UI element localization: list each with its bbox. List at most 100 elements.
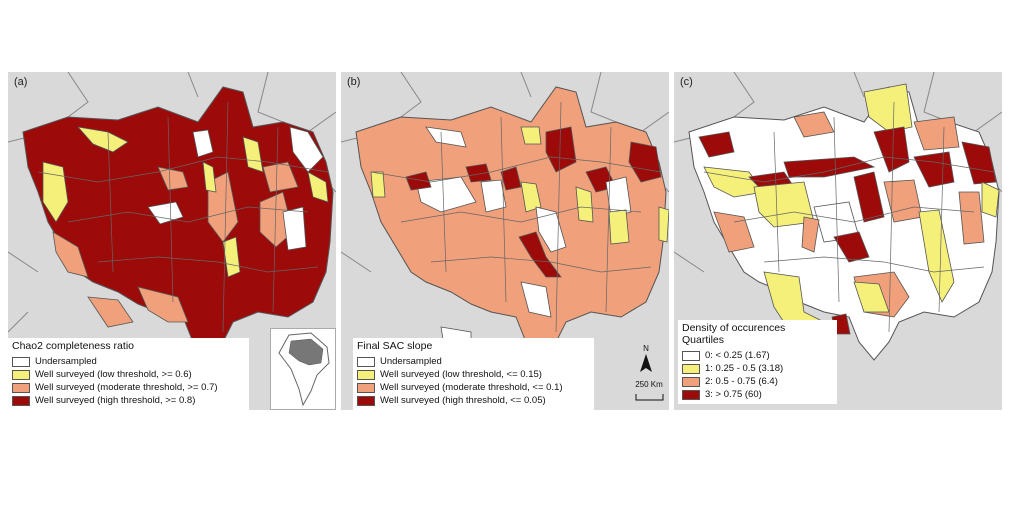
legend-row: Well surveyed (low threshold, >= 0.6) [12, 368, 244, 381]
legend-c: Density of occurences Quartiles 0: < 0.25… [678, 320, 837, 405]
swatch-low [12, 369, 30, 380]
subbasin [520, 181, 542, 213]
panel-a: (a) Chao2 completeness ratio Undersample… [8, 72, 336, 410]
panel-label: (b) [347, 76, 361, 88]
subbasin [289, 126, 324, 173]
subbasin [545, 126, 577, 173]
subbasin [753, 181, 815, 228]
legend-row: Well surveyed (low threshold, <= 0.15) [357, 368, 589, 381]
legend-b: Final SAC slope Undersampled Well survey… [353, 338, 594, 410]
map-b [341, 72, 669, 401]
map-c [674, 72, 1002, 361]
legend-title: Density of occurences Quartiles [682, 322, 832, 346]
swatch-q0 [682, 350, 700, 361]
legend-title: Chao2 completeness ratio [12, 340, 134, 352]
legend-row: Well surveyed (high threshold, <= 0.05) [357, 394, 589, 407]
swatch-q1 [682, 363, 700, 374]
subbasin [520, 126, 542, 145]
panel-c: (c) Density of occurences Quartiles 0: < … [674, 72, 1002, 410]
scale-bar [635, 394, 664, 401]
subbasin [853, 281, 890, 313]
legend-subtitle: Quartiles [682, 334, 725, 347]
subbasin [192, 129, 214, 158]
subbasin [259, 191, 294, 248]
subbasin [628, 141, 662, 183]
subbasin [202, 161, 217, 193]
swatch-moderate [12, 382, 30, 393]
scale-label: 250 Km [635, 380, 663, 389]
legend-label: 2: 0.5 - 0.75 (6.4) [705, 376, 778, 388]
subbasin-boundaries [370, 101, 662, 333]
legend-label: Well surveyed (low threshold, >= 0.6) [35, 369, 192, 381]
subbasin [961, 141, 997, 185]
panel-label: (a) [14, 76, 28, 88]
subbasin [793, 111, 835, 138]
subbasin [282, 206, 307, 251]
swatch-q2 [682, 376, 700, 387]
swatch-high [357, 395, 375, 406]
legend-label: 1: 0.25 - 0.5 (3.18) [705, 363, 784, 375]
north-label: N [643, 344, 649, 353]
subbasin [608, 209, 630, 245]
subbasin [520, 281, 552, 318]
legend-row: Undersampled [357, 355, 589, 368]
subbasin [958, 191, 985, 245]
subbasin [42, 161, 69, 223]
subbasin [698, 131, 735, 158]
subbasin [147, 201, 184, 225]
legend-row: 0: < 0.25 (1.67) [682, 349, 832, 362]
swatch-high [12, 395, 30, 406]
subbasin [137, 286, 189, 323]
subbasin [52, 231, 89, 278]
amazon-basin [355, 86, 667, 361]
subbasin [500, 166, 522, 191]
subbasin-boundaries [703, 101, 995, 333]
subbasin [76, 126, 129, 153]
subbasin-polygons [370, 126, 669, 363]
south-america-icon [278, 332, 330, 407]
legend-row: 1: 0.25 - 0.5 (3.18) [682, 362, 832, 375]
subbasin [873, 126, 910, 173]
subbasin [605, 176, 632, 218]
north-arrow-icon [640, 354, 652, 372]
legend-label: Undersampled [35, 356, 97, 368]
subbasin [833, 231, 870, 263]
panel-label: (c) [680, 76, 693, 88]
legend-label: Well surveyed (moderate threshold, <= 0.… [380, 382, 563, 394]
legend-row: Undersampled [12, 355, 244, 368]
subbasin [658, 206, 669, 243]
swatch-undersampled [357, 356, 375, 367]
subbasin [242, 136, 264, 173]
subbasin [307, 171, 329, 203]
legend-title: Final SAC slope [357, 340, 433, 352]
legend-title-text: Density of occurences [682, 322, 786, 334]
legend-a: Chao2 completeness ratio Undersampled We… [8, 338, 249, 410]
legend-label: 0: < 0.25 (1.67) [705, 350, 770, 362]
legend-label: Well surveyed (low threshold, <= 0.15) [380, 369, 542, 381]
subbasin [222, 236, 241, 278]
map-a [8, 72, 336, 361]
swatch-undersampled [12, 356, 30, 367]
legend-row: Well surveyed (moderate threshold, <= 0.… [357, 381, 589, 394]
subbasin [465, 163, 492, 183]
legend-row: 3: > 0.75 (60) [682, 388, 832, 401]
subbasin [981, 181, 1000, 218]
legend-row: Well surveyed (moderate threshold, >= 0.… [12, 381, 244, 394]
subbasin [913, 116, 960, 151]
subbasin [918, 209, 955, 303]
subbasin [87, 296, 134, 328]
subbasin [518, 231, 562, 278]
subbasin [370, 171, 386, 198]
subbasin [713, 211, 755, 253]
subbasin-boundaries [37, 101, 329, 333]
subbasin [425, 126, 467, 148]
legend-label: Well surveyed (high threshold, <= 0.05) [380, 395, 546, 407]
legend-label: Well surveyed (high threshold, >= 0.8) [35, 395, 196, 407]
subbasin [480, 179, 507, 213]
subbasin [575, 186, 594, 223]
subbasin [535, 206, 567, 253]
panel-b: N 250 Km (b) Final SAC slope Undersample… [341, 72, 669, 410]
subbasin-polygons [42, 126, 329, 328]
legend-row: Well surveyed (high threshold, >= 0.8) [12, 394, 244, 407]
north-arrow [640, 354, 652, 372]
